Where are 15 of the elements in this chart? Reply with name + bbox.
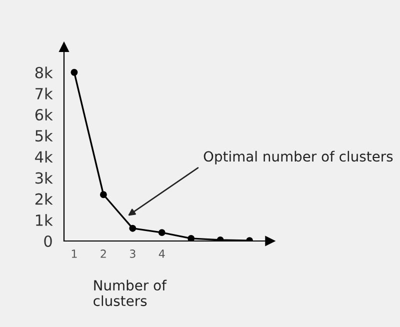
annotation: Optimal number of clusters (204, 150, 393, 164)
y-tick-label: 7k (36, 88, 53, 100)
x-tick-label: 1 (72, 250, 77, 258)
y-tick-label: 3k (35, 172, 53, 184)
x-tick-label: 3 (130, 250, 136, 258)
x-tick-label: 2 (100, 250, 106, 258)
x-tick-label: 4 (158, 250, 165, 258)
y-tick-label: 5k (36, 130, 53, 142)
y-tick-label: 6k (35, 108, 53, 121)
x-axis-title: Number of clusters (94, 280, 167, 306)
y-tick-label: 2k (35, 193, 53, 205)
y-tick-label: 4k (35, 150, 53, 162)
y-tick-label: 8k (35, 66, 53, 78)
y-tick-label: 0 (44, 235, 52, 248)
y-tick-label: 1k (36, 214, 53, 226)
